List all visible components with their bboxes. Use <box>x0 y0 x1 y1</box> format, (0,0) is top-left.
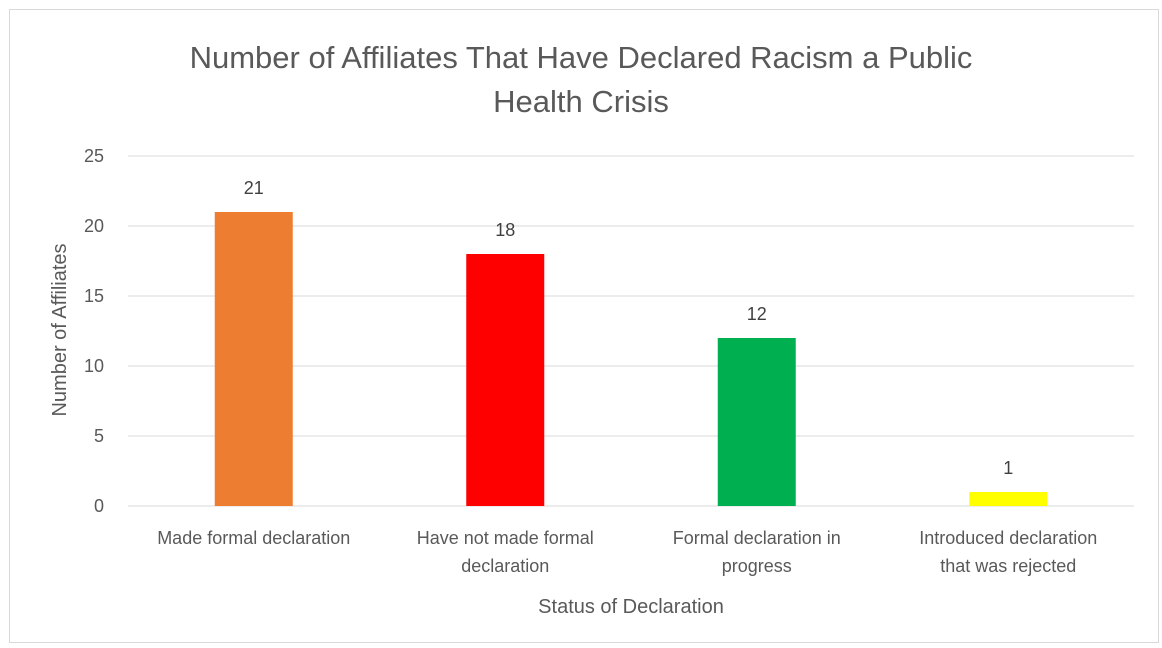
chart-title-line-1: Number of Affiliates That Have Declared … <box>189 40 973 75</box>
bar <box>214 212 293 506</box>
data-label: 18 <box>495 220 515 240</box>
y-tick-label: 20 <box>84 216 104 236</box>
data-label: 1 <box>1003 458 1013 478</box>
chart-frame <box>9 9 1159 643</box>
chart-title: Number of Affiliates That Have Declared … <box>0 36 1162 124</box>
y-tick-label: 25 <box>84 146 104 166</box>
y-tick-label: 15 <box>84 286 104 306</box>
y-tick-label: 5 <box>94 426 104 446</box>
gridlines <box>128 155 1134 507</box>
y-tick-label: 0 <box>94 496 104 516</box>
bars <box>214 212 1048 506</box>
data-label: 21 <box>244 178 264 198</box>
y-axis-ticks: 0 5 10 15 20 25 <box>84 146 104 516</box>
x-tick-label: Formal declaration in progress <box>673 528 841 576</box>
chart-title-line-2: Health Crisis <box>493 84 669 119</box>
y-tick-label: 10 <box>84 356 104 376</box>
x-axis-ticks: Made formal declaration Have not made for… <box>157 528 1097 576</box>
x-tick-label: Introduced declaration that was rejected <box>919 528 1097 576</box>
x-axis-title: Status of Declaration <box>538 596 724 618</box>
x-tick-label: Have not made formal declaration <box>417 528 594 576</box>
bar <box>969 492 1048 506</box>
data-labels: 21 18 12 1 <box>244 178 1014 478</box>
y-axis-title: Number of Affiliates <box>49 243 71 416</box>
x-tick-label: Made formal declaration <box>157 528 350 548</box>
bar <box>717 338 796 506</box>
bar <box>466 254 545 506</box>
data-label: 12 <box>747 304 767 324</box>
